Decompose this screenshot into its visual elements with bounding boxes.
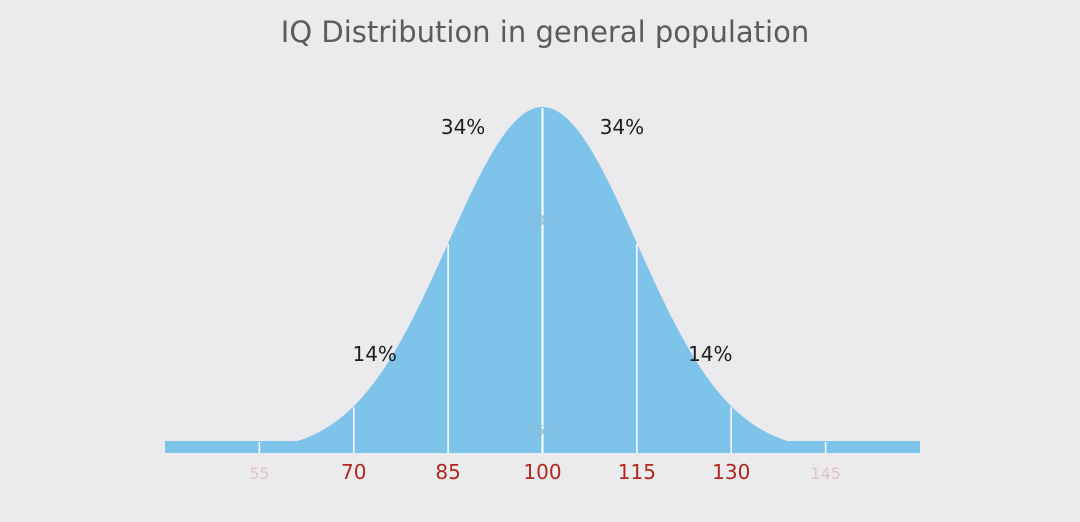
x-tick-label: 85 — [435, 460, 460, 484]
x-axis-tick-layer: 55 70 85 100 115 130 145 — [249, 460, 841, 484]
x-tick-label: 145 — [810, 464, 841, 483]
distribution-curve-layer — [165, 107, 920, 453]
x-tick-label: 115 — [618, 460, 656, 484]
range-percent-label: 68% — [528, 214, 557, 229]
segment-percent-label: 34% — [600, 115, 644, 139]
segment-percent-label: 14% — [688, 342, 732, 366]
x-tick-label: 70 — [341, 460, 366, 484]
segment-percent-label: 14% — [352, 342, 396, 366]
x-tick-label: 100 — [523, 460, 561, 484]
x-tick-label: 130 — [712, 460, 750, 484]
range-percent-label: 95% — [528, 424, 557, 439]
chart-title: IQ Distribution in general population — [281, 15, 809, 49]
segment-label-layer: 34% 34% 14% 14% 68% 95% — [352, 115, 732, 439]
segment-percent-label: 34% — [441, 115, 485, 139]
x-tick-label: 55 — [249, 464, 269, 483]
